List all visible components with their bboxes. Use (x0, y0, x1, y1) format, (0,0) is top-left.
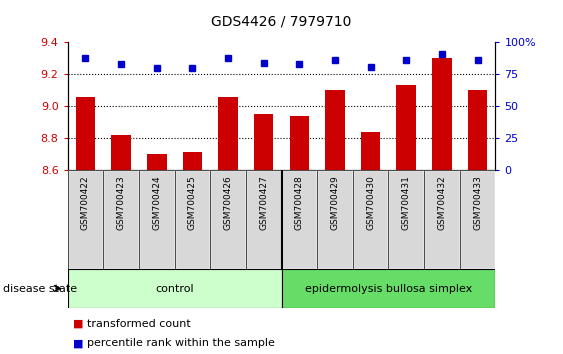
Text: transformed count: transformed count (87, 319, 191, 329)
Text: epidermolysis bullosa simplex: epidermolysis bullosa simplex (305, 284, 472, 293)
Text: GSM700428: GSM700428 (295, 175, 304, 230)
Bar (218, 97, 238, 170)
Text: disease state: disease state (3, 284, 77, 293)
Bar (175, 170, 210, 269)
Bar (246, 170, 282, 269)
Bar (68, 269, 282, 308)
Text: GSM700427: GSM700427 (259, 175, 268, 230)
Text: ■: ■ (73, 319, 84, 329)
Bar (361, 132, 381, 170)
Bar (68, 170, 103, 269)
Bar (254, 114, 274, 170)
Bar (424, 170, 460, 269)
Bar (432, 58, 452, 170)
Bar (460, 170, 495, 269)
Bar (139, 170, 175, 269)
Bar (353, 170, 388, 269)
Bar (175, 170, 210, 269)
Text: ■: ■ (73, 338, 84, 348)
Bar (68, 170, 103, 269)
Bar (468, 90, 488, 170)
Text: GSM700430: GSM700430 (366, 175, 375, 230)
Text: GDS4426 / 7979710: GDS4426 / 7979710 (211, 14, 352, 28)
Bar (282, 269, 495, 308)
Bar (289, 116, 309, 170)
Bar (210, 170, 246, 269)
Bar (353, 170, 388, 269)
Bar (396, 85, 416, 170)
Bar (388, 170, 424, 269)
Bar (246, 170, 282, 269)
Bar (103, 170, 139, 269)
Text: GSM700424: GSM700424 (152, 175, 161, 229)
Bar (147, 154, 167, 170)
Bar (282, 170, 317, 269)
Bar (424, 170, 460, 269)
Bar (111, 135, 131, 170)
Text: GSM700432: GSM700432 (437, 175, 446, 230)
Bar (103, 170, 139, 269)
Bar (325, 90, 345, 170)
Bar (317, 170, 353, 269)
Text: control: control (155, 284, 194, 293)
Bar (460, 170, 495, 269)
Text: GSM700429: GSM700429 (330, 175, 339, 230)
Text: percentile rank within the sample: percentile rank within the sample (87, 338, 275, 348)
Bar (282, 170, 317, 269)
Text: GSM700423: GSM700423 (117, 175, 126, 230)
Bar (317, 170, 353, 269)
Text: GSM700431: GSM700431 (402, 175, 411, 230)
Bar (139, 170, 175, 269)
Bar (75, 97, 95, 170)
Text: GSM700425: GSM700425 (188, 175, 197, 230)
Text: GSM700426: GSM700426 (224, 175, 233, 230)
Text: GSM700433: GSM700433 (473, 175, 482, 230)
Bar (182, 152, 202, 170)
Bar (210, 170, 246, 269)
Bar (388, 170, 424, 269)
Text: GSM700422: GSM700422 (81, 175, 90, 229)
